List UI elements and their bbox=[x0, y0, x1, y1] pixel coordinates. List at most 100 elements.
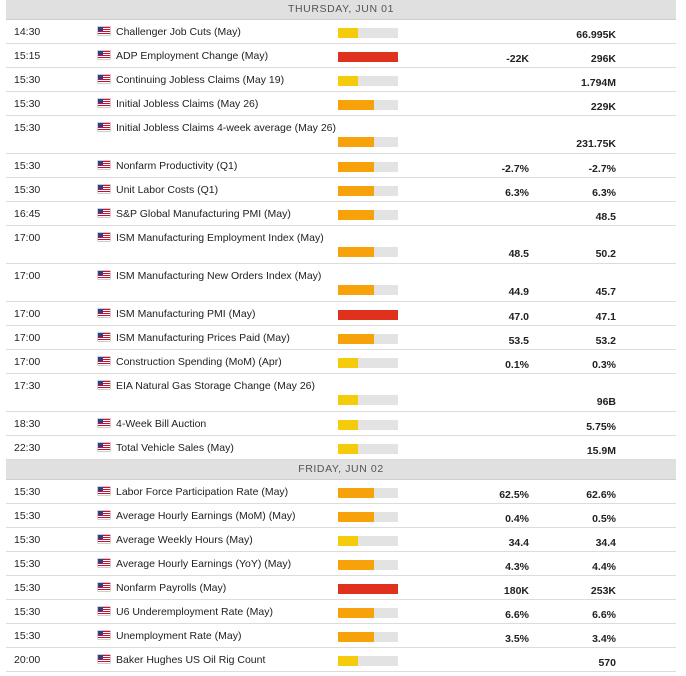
impact-bar bbox=[338, 285, 398, 295]
us-flag-icon bbox=[98, 99, 110, 107]
event-row[interactable]: 18:30 4-Week Bill Auction 5.75% bbox=[6, 412, 676, 436]
consensus-value: 4.4% bbox=[592, 561, 616, 573]
impact-bar bbox=[338, 536, 398, 546]
impact-bar bbox=[338, 162, 398, 172]
consensus-value: 47.1 bbox=[595, 311, 616, 323]
event-name[interactable]: Total Vehicle Sales (May) bbox=[116, 442, 234, 454]
event-row[interactable]: 22:30 Total Vehicle Sales (May) 15.9M bbox=[6, 436, 676, 460]
impact-bar-fill bbox=[338, 137, 374, 147]
event-name[interactable]: Unemployment Rate (May) bbox=[116, 630, 242, 642]
event-time: 17:00 bbox=[14, 308, 41, 320]
actual-value: 180K bbox=[503, 585, 529, 597]
event-name[interactable]: Construction Spending (MoM) (Apr) bbox=[116, 356, 282, 368]
event-row[interactable]: 15:30 Average Hourly Earnings (MoM) (May)… bbox=[6, 504, 676, 528]
event-row[interactable]: 17:00 ISM Manufacturing New Orders Index … bbox=[6, 264, 676, 302]
actual-value: 0.1% bbox=[505, 359, 529, 371]
event-row[interactable]: 17:00 ISM Manufacturing PMI (May) 47.0 47.1 bbox=[6, 302, 676, 326]
consensus-value: 34.4 bbox=[595, 537, 616, 549]
actual-value: 53.5 bbox=[508, 335, 529, 347]
event-row[interactable]: 15:30 Average Weekly Hours (May) 34.4 34.4 bbox=[6, 528, 676, 552]
economic-calendar: THURSDAY, JUN 01 14:30 Challenger Job Cuts… bbox=[6, 0, 676, 672]
consensus-value: 53.2 bbox=[595, 335, 616, 347]
event-name[interactable]: Average Weekly Hours (May) bbox=[116, 534, 253, 546]
event-row[interactable]: 15:30 Nonfarm Payrolls (May) 180K 253K bbox=[6, 576, 676, 600]
event-name[interactable]: ISM Manufacturing New Orders Index (May) bbox=[116, 270, 322, 282]
event-name[interactable]: ADP Employment Change (May) bbox=[116, 50, 269, 62]
event-row[interactable]: 15:15 ADP Employment Change (May) -22K 296K bbox=[6, 44, 676, 68]
event-name[interactable]: 4-Week Bill Auction bbox=[116, 418, 207, 430]
impact-bar-fill bbox=[338, 608, 374, 618]
event-time: 15:30 bbox=[14, 558, 41, 570]
impact-bar-fill bbox=[338, 488, 374, 498]
day-header: THURSDAY, JUN 01 bbox=[6, 0, 676, 20]
event-name[interactable]: Nonfarm Productivity (Q1) bbox=[116, 160, 238, 172]
impact-bar bbox=[338, 444, 398, 454]
event-row[interactable]: 14:30 Challenger Job Cuts (May) 66.995K bbox=[6, 20, 676, 44]
event-time: 15:15 bbox=[14, 50, 41, 62]
impact-bar-fill bbox=[338, 632, 374, 642]
us-flag-icon bbox=[98, 607, 110, 615]
event-row[interactable]: 15:30 U6 Underemployment Rate (May) 6.6% 6.… bbox=[6, 600, 676, 624]
event-row[interactable]: 17:00 Construction Spending (MoM) (Apr) 0.… bbox=[6, 350, 676, 374]
event-row[interactable]: 15:30 Initial Jobless Claims 4-week avera… bbox=[6, 116, 676, 154]
us-flag-icon bbox=[98, 655, 110, 663]
event-row[interactable]: 15:30 Initial Jobless Claims (May 26) 229K bbox=[6, 92, 676, 116]
event-name[interactable]: ISM Manufacturing PMI (May) bbox=[116, 308, 256, 320]
impact-bar-fill bbox=[338, 444, 358, 454]
event-name[interactable]: Challenger Job Cuts (May) bbox=[116, 26, 241, 38]
consensus-value: 3.4% bbox=[592, 633, 616, 645]
event-row[interactable]: 15:30 Average Hourly Earnings (YoY) (May)… bbox=[6, 552, 676, 576]
event-name[interactable]: Baker Hughes US Oil Rig Count bbox=[116, 654, 266, 666]
consensus-value: 6.3% bbox=[592, 187, 616, 199]
us-flag-icon bbox=[98, 511, 110, 519]
event-time: 15:30 bbox=[14, 184, 41, 196]
consensus-value: 253K bbox=[590, 585, 616, 597]
actual-value: 3.5% bbox=[505, 633, 529, 645]
impact-bar-fill bbox=[338, 358, 358, 368]
impact-bar bbox=[338, 76, 398, 86]
impact-bar bbox=[338, 210, 398, 220]
impact-bar-fill bbox=[338, 656, 358, 666]
event-time: 18:30 bbox=[14, 418, 41, 430]
event-row[interactable]: 15:30 Unit Labor Costs (Q1) 6.3% 6.3% bbox=[6, 178, 676, 202]
impact-bar bbox=[338, 28, 398, 38]
event-row[interactable]: 15:30 Continuing Jobless Claims (May 19) 1… bbox=[6, 68, 676, 92]
impact-bar-fill bbox=[338, 560, 374, 570]
event-name[interactable]: Continuing Jobless Claims (May 19) bbox=[116, 74, 285, 86]
us-flag-icon bbox=[98, 559, 110, 567]
event-time: 15:30 bbox=[14, 630, 41, 642]
impact-bar bbox=[338, 632, 398, 642]
impact-bar-fill bbox=[338, 420, 358, 430]
impact-bar bbox=[338, 186, 398, 196]
event-name[interactable]: Labor Force Participation Rate (May) bbox=[116, 486, 289, 498]
event-name[interactable]: Average Hourly Earnings (YoY) (May) bbox=[116, 558, 292, 570]
impact-bar-fill bbox=[338, 28, 358, 38]
event-row[interactable]: 20:00 Baker Hughes US Oil Rig Count 570 bbox=[6, 648, 676, 672]
event-name[interactable]: Average Hourly Earnings (MoM) (May) bbox=[116, 510, 296, 522]
event-name[interactable]: ISM Manufacturing Employment Index (May) bbox=[116, 232, 324, 244]
event-row[interactable]: 17:00 ISM Manufacturing Employment Index … bbox=[6, 226, 676, 264]
event-row[interactable]: 17:00 ISM Manufacturing Prices Paid (May)… bbox=[6, 326, 676, 350]
event-name[interactable]: Initial Jobless Claims (May 26) bbox=[116, 98, 259, 110]
event-time: 15:30 bbox=[14, 122, 41, 134]
actual-value: 44.9 bbox=[508, 286, 529, 298]
event-row[interactable]: 17:30 EIA Natural Gas Storage Change (May… bbox=[6, 374, 676, 412]
impact-bar bbox=[338, 247, 398, 257]
impact-bar bbox=[338, 608, 398, 618]
consensus-value: 5.75% bbox=[586, 421, 616, 433]
event-name[interactable]: ISM Manufacturing Prices Paid (May) bbox=[116, 332, 290, 344]
event-row[interactable]: 16:45 S&P Global Manufacturing PMI (May) 4… bbox=[6, 202, 676, 226]
event-row[interactable]: 15:30 Labor Force Participation Rate (May… bbox=[6, 480, 676, 504]
consensus-value: 231.75K bbox=[576, 138, 616, 150]
event-name[interactable]: EIA Natural Gas Storage Change (May 26) bbox=[116, 380, 316, 392]
event-name[interactable]: Unit Labor Costs (Q1) bbox=[116, 184, 219, 196]
event-name[interactable]: S&P Global Manufacturing PMI (May) bbox=[116, 208, 291, 220]
event-name[interactable]: U6 Underemployment Rate (May) bbox=[116, 606, 273, 618]
event-name[interactable]: Initial Jobless Claims 4-week average (M… bbox=[116, 122, 337, 134]
us-flag-icon bbox=[98, 443, 110, 451]
event-row[interactable]: 15:30 Nonfarm Productivity (Q1) -2.7% -2.7% bbox=[6, 154, 676, 178]
event-name[interactable]: Nonfarm Payrolls (May) bbox=[116, 582, 227, 594]
event-row[interactable]: 15:30 Unemployment Rate (May) 3.5% 3.4% bbox=[6, 624, 676, 648]
impact-bar bbox=[338, 52, 398, 62]
consensus-value: 570 bbox=[598, 657, 616, 669]
